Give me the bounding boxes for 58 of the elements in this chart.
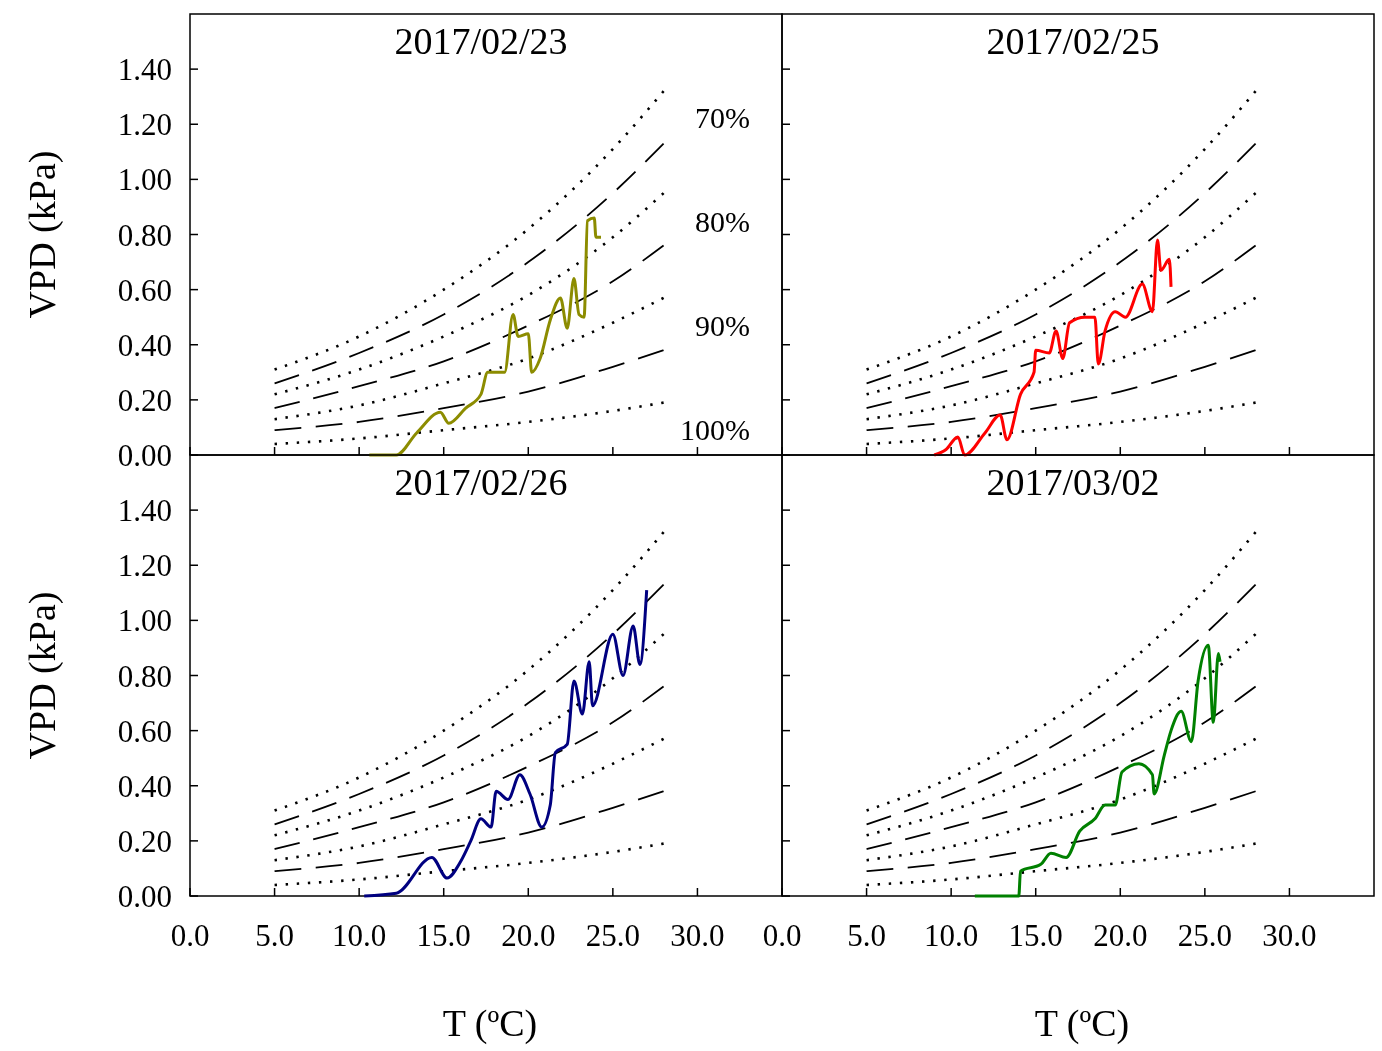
line-series	[273, 296, 665, 421]
y-tick-label: 1.40	[117, 493, 172, 529]
line-series	[273, 530, 665, 812]
x-tick-label: 30.0	[1262, 918, 1317, 953]
annotation: 70%	[695, 101, 750, 134]
y-tick-label: 0.00	[117, 438, 172, 473]
y-tick-label: 1.40	[117, 52, 172, 88]
x-tick-label: 30.0	[670, 918, 725, 953]
y-axis-title: VPD (kPa)	[21, 591, 64, 760]
x-tick-label: 15.0	[416, 918, 471, 953]
y-tick-label: 0.20	[117, 823, 172, 859]
line-series	[273, 583, 665, 826]
y-tick-label: 1.20	[117, 548, 172, 584]
x-tick-label: 0.0	[170, 918, 210, 953]
line-series	[362, 588, 649, 898]
line-series	[273, 142, 665, 385]
x-tick-label: 10.0	[332, 918, 387, 953]
chart-title: 2017/02/25	[986, 20, 1160, 62]
x-tick-label: 15.0	[1008, 918, 1063, 953]
y-tick-label: 1.00	[117, 603, 172, 639]
y-tick-label: 1.20	[117, 107, 172, 143]
line-series	[273, 685, 665, 851]
y-tick-label: 0.20	[117, 382, 172, 418]
line-series	[273, 632, 665, 837]
line-series	[273, 401, 665, 446]
chart-title: 2017/02/23	[394, 20, 568, 62]
chart-title: 2017/03/02	[986, 461, 1160, 503]
line-series	[273, 244, 665, 410]
x-tick-label: 25.0	[585, 918, 640, 953]
line-series	[273, 790, 665, 873]
y-tick-label: 0.80	[117, 217, 172, 253]
line-series	[273, 89, 665, 371]
y-tick-label: 0.80	[117, 658, 172, 694]
x-axis-title: T (ºC)	[442, 1002, 538, 1045]
y-axis-title: VPD (kPa)	[21, 150, 64, 319]
x-tick-label: 5.0	[847, 918, 886, 953]
x-tick-label: 5.0	[255, 918, 294, 953]
x-tick-label: 20.0	[501, 918, 556, 953]
line-series	[273, 737, 665, 862]
y-tick-label: 0.60	[117, 272, 172, 308]
annotation: 90%	[695, 309, 750, 342]
x-axis-title: T (ºC)	[1034, 1002, 1130, 1045]
chart-title: 2017/02/26	[394, 461, 568, 503]
x-tick-label: 0.0	[762, 918, 802, 953]
x-tick-label: 20.0	[1093, 918, 1148, 953]
line-series	[273, 349, 665, 432]
line-series	[273, 191, 665, 396]
y-tick-label: 0.00	[117, 879, 172, 914]
annotation: 80%	[695, 205, 750, 238]
annotation: 100%	[680, 413, 750, 446]
x-tick-label: 10.0	[924, 918, 979, 953]
y-tick-label: 0.40	[117, 327, 172, 363]
x-tick-label: 25.0	[1177, 918, 1232, 953]
y-tick-label: 0.40	[117, 768, 172, 804]
y-tick-label: 0.60	[117, 713, 172, 749]
line-series	[273, 842, 665, 887]
line-series	[367, 216, 603, 457]
y-tick-label: 1.00	[117, 162, 172, 198]
